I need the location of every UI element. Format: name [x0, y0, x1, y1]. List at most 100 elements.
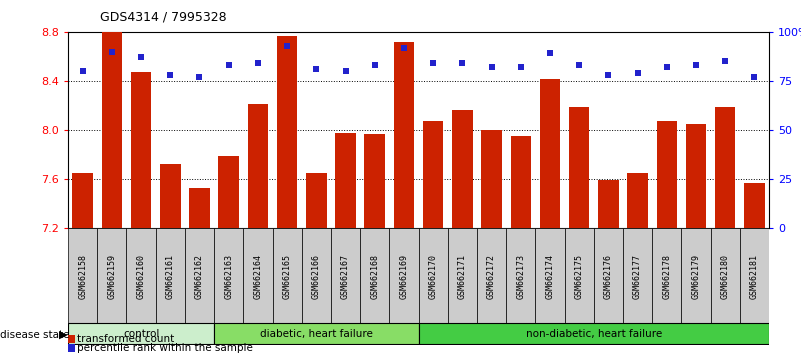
Point	[164, 72, 177, 78]
Text: GSM662160: GSM662160	[137, 253, 146, 299]
Text: GSM662173: GSM662173	[516, 253, 525, 299]
Bar	[394, 42, 414, 228]
Point	[223, 62, 235, 68]
Text: GSM662167: GSM662167	[341, 253, 350, 299]
Bar	[364, 134, 385, 228]
Point	[573, 62, 586, 68]
Point	[280, 43, 293, 48]
Bar	[657, 121, 677, 228]
Bar	[160, 165, 180, 228]
Text: GSM662163: GSM662163	[224, 253, 233, 299]
Bar	[97, 228, 127, 324]
Point	[106, 48, 119, 54]
FancyBboxPatch shape	[214, 323, 418, 344]
Bar	[306, 173, 327, 228]
FancyBboxPatch shape	[418, 323, 769, 344]
Text: GSM662165: GSM662165	[283, 253, 292, 299]
Bar	[452, 110, 473, 228]
Bar	[535, 228, 565, 324]
Point	[631, 70, 644, 76]
Bar	[682, 228, 710, 324]
Text: GSM662158: GSM662158	[78, 253, 87, 299]
Bar	[244, 228, 272, 324]
Bar	[127, 228, 155, 324]
Bar	[423, 121, 443, 228]
Point	[310, 66, 323, 72]
Bar	[336, 132, 356, 228]
Bar	[740, 228, 769, 324]
Text: non-diabetic, heart failure: non-diabetic, heart failure	[525, 329, 662, 339]
Point	[368, 62, 381, 68]
Bar	[481, 130, 501, 228]
FancyBboxPatch shape	[68, 323, 214, 344]
Text: GSM662176: GSM662176	[604, 253, 613, 299]
Bar	[710, 228, 740, 324]
Bar	[389, 228, 418, 324]
Bar	[598, 181, 618, 228]
Bar	[72, 173, 93, 228]
Bar	[569, 107, 590, 228]
Point	[193, 74, 206, 80]
Point	[748, 74, 761, 80]
Point	[514, 64, 527, 70]
Bar	[623, 228, 652, 324]
Point	[135, 55, 147, 60]
Text: GSM662159: GSM662159	[107, 253, 116, 299]
Point	[339, 68, 352, 74]
Bar	[418, 228, 448, 324]
Point	[718, 58, 731, 64]
Bar	[565, 228, 594, 324]
Text: GSM662181: GSM662181	[750, 253, 759, 299]
Text: GSM662180: GSM662180	[721, 253, 730, 299]
Text: GSM662171: GSM662171	[458, 253, 467, 299]
Text: GSM662175: GSM662175	[574, 253, 584, 299]
Bar	[477, 228, 506, 324]
Point	[76, 68, 89, 74]
Text: GSM662168: GSM662168	[370, 253, 379, 299]
Bar	[68, 228, 97, 324]
Bar	[540, 79, 560, 228]
Text: GSM662177: GSM662177	[633, 253, 642, 299]
Bar	[510, 136, 531, 228]
Point	[252, 61, 264, 66]
Text: GSM662162: GSM662162	[195, 253, 204, 299]
Point	[544, 51, 557, 56]
Text: percentile rank within the sample: percentile rank within the sample	[77, 343, 252, 353]
Text: GSM662161: GSM662161	[166, 253, 175, 299]
Text: GSM662169: GSM662169	[400, 253, 409, 299]
Text: GDS4314 / 7995328: GDS4314 / 7995328	[100, 11, 227, 24]
Bar	[715, 107, 735, 228]
Text: GSM662164: GSM662164	[253, 253, 263, 299]
Bar	[686, 124, 706, 228]
Bar	[155, 228, 185, 324]
Text: disease state: disease state	[0, 330, 70, 339]
Bar	[652, 228, 682, 324]
Point	[660, 64, 673, 70]
Bar	[594, 228, 623, 324]
Bar	[131, 72, 151, 228]
Point	[397, 45, 410, 50]
Bar	[214, 228, 244, 324]
Bar	[102, 32, 122, 228]
Text: transformed count: transformed count	[77, 334, 174, 344]
Bar	[506, 228, 535, 324]
Bar	[744, 183, 765, 228]
Bar	[219, 156, 239, 228]
Point	[690, 62, 702, 68]
Bar	[185, 228, 214, 324]
Bar	[302, 228, 331, 324]
Text: GSM662178: GSM662178	[662, 253, 671, 299]
Bar	[189, 188, 210, 228]
Bar	[248, 104, 268, 228]
Text: GSM662166: GSM662166	[312, 253, 321, 299]
Bar	[272, 228, 302, 324]
Bar	[331, 228, 360, 324]
Text: diabetic, heart failure: diabetic, heart failure	[260, 329, 372, 339]
Point	[602, 72, 614, 78]
Bar	[277, 35, 297, 228]
Text: control: control	[123, 329, 159, 339]
Bar	[627, 173, 648, 228]
Text: GSM662179: GSM662179	[691, 253, 700, 299]
Point	[456, 61, 469, 66]
Text: GSM662174: GSM662174	[545, 253, 554, 299]
